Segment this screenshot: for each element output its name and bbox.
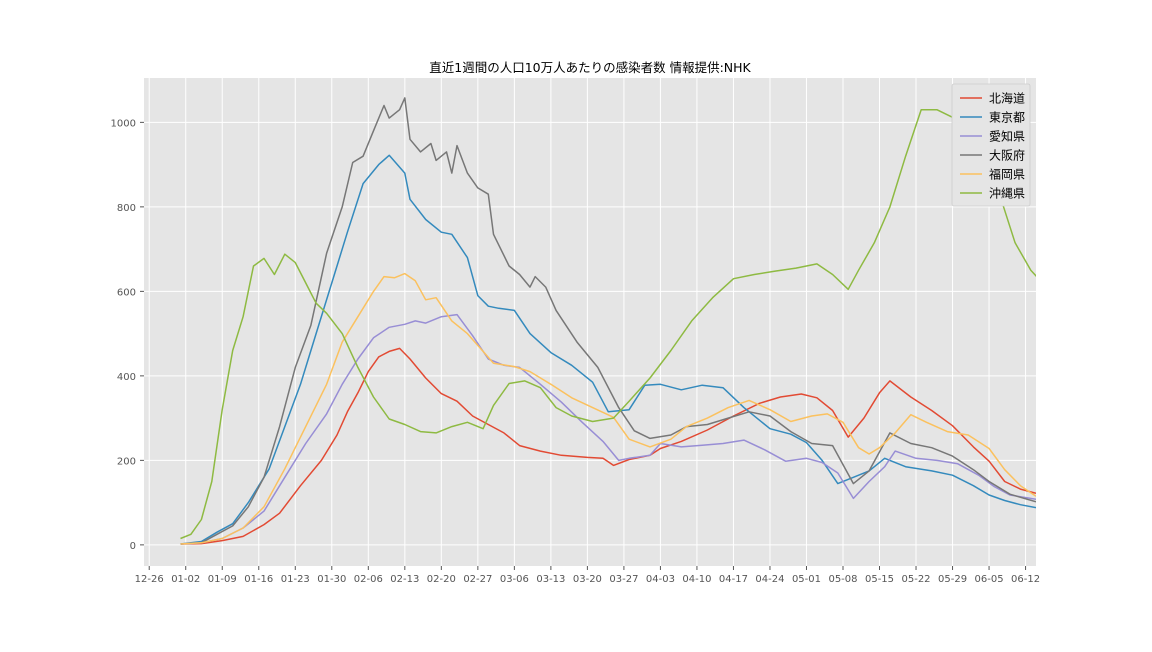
x-tick-label: 05-01 bbox=[792, 574, 821, 585]
x-tick-label: 05-08 bbox=[828, 574, 857, 585]
x-tick-label: 05-22 bbox=[901, 574, 930, 585]
series-line-4 bbox=[180, 272, 1036, 545]
legend-label: 沖縄県 bbox=[989, 186, 1025, 201]
series-line-5 bbox=[180, 108, 1036, 540]
legend-label: 福岡県 bbox=[989, 167, 1025, 182]
series-line-1 bbox=[180, 154, 1036, 545]
y-tick-label: 200 bbox=[117, 456, 136, 467]
x-tick-label: 04-10 bbox=[682, 574, 711, 585]
series-line-3 bbox=[180, 97, 1036, 545]
legend-label: 愛知県 bbox=[989, 130, 1025, 144]
x-tick-label: 01-23 bbox=[281, 574, 310, 585]
x-tick-label: 02-27 bbox=[463, 574, 492, 585]
x-tick-label: 01-09 bbox=[208, 574, 237, 585]
series-line-2 bbox=[180, 313, 1036, 545]
y-tick-label: 0 bbox=[130, 541, 136, 552]
legend-box bbox=[951, 83, 1031, 207]
x-tick-label: 02-13 bbox=[390, 574, 419, 585]
chart-title: 直近1週間の人口10万人あたりの感染者数 情報提供:NHK bbox=[429, 60, 751, 75]
x-tick-label: 03-06 bbox=[500, 574, 529, 585]
y-tick-label: 1000 bbox=[111, 118, 136, 129]
plot-background bbox=[144, 78, 1036, 566]
x-tick-label: 04-03 bbox=[646, 574, 675, 585]
x-tick-label: 01-16 bbox=[244, 574, 273, 585]
plot-area: 0 200 400 600 800 1000 12-26 01-02 01-09 01-16 01-… bbox=[111, 78, 1040, 585]
x-tick-label: 01-30 bbox=[317, 574, 346, 585]
x-tick-label: 12-26 bbox=[135, 574, 164, 585]
x-tick-label: 05-29 bbox=[938, 574, 967, 585]
x-tick-label: 03-27 bbox=[609, 574, 638, 585]
x-tick-label: 03-20 bbox=[573, 574, 602, 585]
x-tick-label: 01-02 bbox=[171, 574, 200, 585]
y-tick-label: 600 bbox=[117, 287, 136, 298]
series-line-0 bbox=[180, 347, 1036, 545]
legend-label: 東京都 bbox=[989, 111, 1025, 125]
x-tick-label: 04-24 bbox=[755, 574, 784, 585]
x-tick-label: 02-20 bbox=[427, 574, 456, 585]
x-tick-label: 06-05 bbox=[975, 574, 1004, 585]
x-tick-label: 02-06 bbox=[354, 574, 383, 585]
legend-label: 北海道 bbox=[989, 91, 1025, 106]
x-tick-label: 04-17 bbox=[719, 574, 748, 585]
y-tick-label: 400 bbox=[117, 372, 136, 383]
y-tick-label: 800 bbox=[117, 203, 136, 214]
x-tick-label: 03-13 bbox=[536, 574, 565, 585]
x-tick-label: 06-12 bbox=[1011, 574, 1040, 585]
legend-label: 大阪府 bbox=[989, 148, 1025, 163]
x-tick-label: 05-15 bbox=[865, 574, 894, 585]
